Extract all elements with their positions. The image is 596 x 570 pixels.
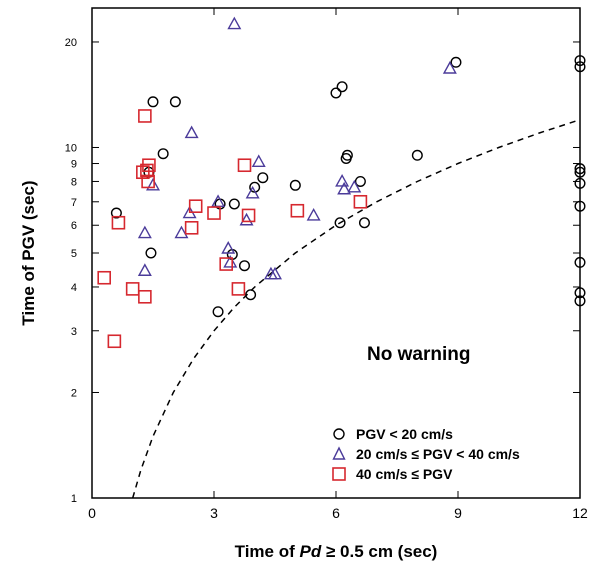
x-tick-label: 6 xyxy=(332,505,340,521)
point-square xyxy=(188,199,203,213)
point-circle xyxy=(574,61,586,73)
point-circle xyxy=(110,207,122,219)
point-square xyxy=(290,203,305,218)
point-triangle xyxy=(146,177,160,191)
point-triangle xyxy=(251,154,266,168)
y-tick-label: 1 xyxy=(71,493,77,505)
point-triangle xyxy=(221,241,236,254)
x-tick-label: 3 xyxy=(210,505,218,521)
point-square xyxy=(241,208,256,223)
point-triangle xyxy=(245,185,260,199)
legend-label: PGV < 20 cm/s xyxy=(356,426,453,442)
point-circle xyxy=(450,56,462,68)
point-circle xyxy=(147,96,159,108)
plot-frame xyxy=(91,7,581,499)
point-circle xyxy=(411,149,423,161)
point-triangle xyxy=(306,207,321,221)
point-circle xyxy=(330,87,342,99)
point-circle xyxy=(334,217,346,229)
point-circle xyxy=(574,295,586,307)
point-circle xyxy=(574,200,586,212)
y-tick-label: 6 xyxy=(71,220,77,232)
point-circle xyxy=(574,177,586,189)
point-square xyxy=(111,215,126,230)
point-square xyxy=(138,289,152,304)
point-triangle xyxy=(268,266,282,280)
point-triangle xyxy=(174,225,189,239)
point-square xyxy=(97,270,111,285)
point-circle xyxy=(574,163,586,175)
point-square xyxy=(142,158,156,173)
y-tick-label: 20 xyxy=(65,37,77,49)
x-tick-label: 12 xyxy=(572,505,588,521)
y-tick-label: 3 xyxy=(71,326,77,338)
point-triangle xyxy=(137,225,152,239)
y-tick-label: 2 xyxy=(71,387,77,399)
y-tick-label: 7 xyxy=(71,197,77,209)
y-tick-label: 4 xyxy=(71,282,77,294)
point-triangle xyxy=(227,16,242,30)
x-tick-label: 0 xyxy=(88,505,96,521)
point-circle xyxy=(169,96,181,108)
point-square xyxy=(207,206,221,220)
point-triangle xyxy=(442,61,457,74)
legend-marker-square xyxy=(332,467,346,481)
point-circle xyxy=(574,166,586,178)
point-triangle xyxy=(239,212,254,226)
point-circle xyxy=(157,148,169,160)
no-warning-annotation: No warning xyxy=(367,344,470,365)
point-triangle xyxy=(211,194,226,207)
point-circle xyxy=(341,149,353,161)
point-square xyxy=(237,158,252,173)
point-triangle xyxy=(347,179,362,193)
threshold-curve-layer xyxy=(131,118,581,499)
point-square xyxy=(107,334,122,349)
point-square xyxy=(231,282,246,296)
y-tick-label: 5 xyxy=(71,248,77,260)
point-circle xyxy=(574,287,586,299)
point-square xyxy=(125,282,140,296)
point-circle xyxy=(212,306,224,318)
x-tick-label: 9 xyxy=(454,505,462,521)
point-circle xyxy=(238,260,250,272)
x-axis-title-suffix: ≥ 0.5 cm (sec) xyxy=(321,542,437,561)
point-circle xyxy=(145,247,157,259)
y-tick-label: 10 xyxy=(65,142,77,154)
point-circle xyxy=(358,217,370,229)
point-circle xyxy=(289,179,301,191)
point-square xyxy=(219,257,233,271)
x-axis-title: Time of Pd ≥ 0.5 cm (sec) xyxy=(235,542,438,561)
data-points xyxy=(97,16,586,349)
x-axis-title-pd: Pd xyxy=(300,542,322,561)
point-circle xyxy=(574,256,586,268)
point-circle xyxy=(228,198,240,210)
point-circle xyxy=(354,175,366,187)
legend-marker-circle xyxy=(333,428,345,440)
legend-label: 20 cm/s ≤ PGV < 40 cm/s xyxy=(356,446,520,462)
point-triangle xyxy=(337,181,352,195)
point-square xyxy=(141,174,155,189)
point-circle xyxy=(245,289,257,301)
y-tick-label: 9 xyxy=(71,159,77,171)
point-triangle xyxy=(184,125,199,139)
y-tick-label: 8 xyxy=(71,176,77,188)
x-axis-title-prefix: Time of xyxy=(235,542,300,561)
point-triangle xyxy=(335,174,350,187)
point-square xyxy=(353,194,368,209)
point-triangle xyxy=(137,263,152,276)
y-axis-title: Time of PGV (sec) xyxy=(19,180,38,325)
point-square xyxy=(184,221,199,235)
legend-label: 40 cm/s ≤ PGV xyxy=(356,466,453,482)
threshold-curve xyxy=(131,118,581,499)
point-circle xyxy=(336,81,348,93)
plot-area xyxy=(91,7,581,499)
point-triangle xyxy=(223,254,238,268)
point-circle xyxy=(574,55,586,67)
point-circle xyxy=(257,172,269,184)
legend: PGV < 20 cm/s 20 cm/s ≤ PGV < 40 cm/s 40… xyxy=(332,426,520,482)
legend-marker-triangle xyxy=(332,446,346,460)
point-square xyxy=(138,109,152,123)
